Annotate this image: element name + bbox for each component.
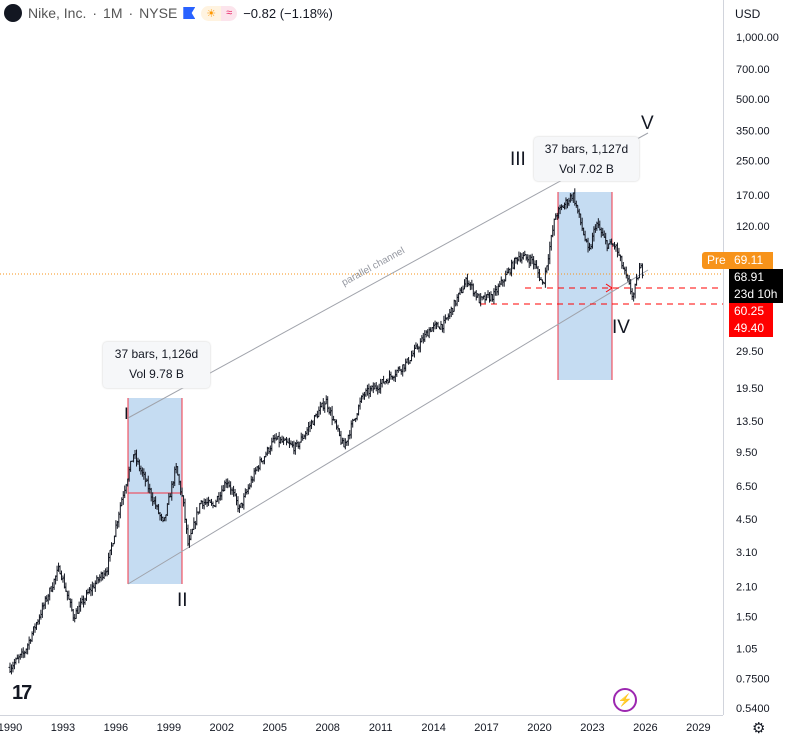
bar-countdown: 23d 10h: [729, 286, 783, 303]
exchange: NYSE: [139, 5, 178, 21]
time-tick-label: 2005: [263, 722, 287, 734]
wave-label-3: III: [510, 149, 526, 170]
range-label-1: 37 bars, 1,126d Vol 9.78 B: [103, 342, 210, 388]
channel-lower-line: [127, 269, 649, 585]
price-tick-label: 4.50: [736, 514, 757, 526]
interval[interactable]: 1M: [103, 5, 123, 21]
time-tick-label: 2020: [527, 722, 551, 734]
range-label-2: 37 bars, 1,127d Vol 7.02 B: [534, 137, 639, 181]
tradingview-logo[interactable]: 17: [12, 682, 32, 704]
price-tick-label: 0.5400: [736, 703, 770, 715]
price-change: −0.82 (−1.18%): [243, 5, 333, 21]
price-tick-label: 6.50: [736, 481, 757, 493]
price-tick-label: 120.00: [736, 221, 770, 233]
price-tick-label: 170.00: [736, 190, 770, 202]
range2-bars: 37 bars, 1,127d: [544, 142, 629, 156]
wave-icon: ≈: [221, 5, 238, 21]
time-tick-label: 2002: [210, 722, 234, 734]
price-tick-label: 350.00: [736, 126, 770, 138]
last-price: 68.91: [729, 269, 783, 286]
wave-label-5: V: [641, 113, 654, 134]
price-axis-border: [723, 0, 724, 715]
level-60-tag: 60.25: [729, 303, 773, 320]
time-tick-label: 2023: [580, 722, 604, 734]
range1-volume: Vol 9.78 B: [129, 367, 184, 381]
currency-selector[interactable]: USD: [735, 7, 761, 21]
time-tick-label: 2011: [369, 722, 393, 734]
price-tick-label: 1.50: [736, 612, 757, 624]
wave-label-4: IV: [612, 317, 630, 338]
assistant-icon[interactable]: ⚡: [613, 688, 637, 712]
settings-icon[interactable]: ⚙: [752, 720, 766, 737]
time-tick-label: 2029: [686, 722, 710, 734]
pre-market-price: 69.11: [729, 252, 773, 269]
time-tick-label: 2008: [315, 722, 339, 734]
time-tick-label: 2026: [633, 722, 657, 734]
price-tick-label: 2.10: [736, 582, 757, 594]
time-tick-label: 1990: [0, 722, 22, 734]
range2-volume: Vol 7.02 B: [559, 162, 614, 176]
price-tick-label: 250.00: [736, 156, 770, 168]
time-tick-label: 1996: [104, 722, 128, 734]
measure-range-1: [128, 398, 182, 584]
market-status-pill[interactable]: ☀ ≈: [201, 5, 238, 21]
sun-icon: ☀: [201, 5, 222, 21]
price-tick-label: 19.50: [736, 383, 764, 395]
price-tick-label: 29.50: [736, 346, 764, 358]
time-tick-label: 1999: [157, 722, 181, 734]
range1-bars: 37 bars, 1,126d: [114, 347, 199, 361]
price-tick-label: 1,000.00: [736, 32, 779, 44]
price-tick-label: 9.50: [736, 447, 757, 459]
symbol-header: Nike, Inc. · 1M · NYSE ☀ ≈ −0.82 (−1.18%): [4, 4, 333, 22]
price-tick-label: 0.7500: [736, 674, 770, 686]
price-tick-label: 500.00: [736, 94, 770, 106]
time-tick-label: 1993: [51, 722, 75, 734]
wave-label-2: II: [177, 590, 188, 611]
price-tick-label: 13.50: [736, 416, 764, 428]
level-49-tag: 49.40: [729, 320, 773, 337]
price-tick-label: 3.10: [736, 547, 757, 559]
price-tick-label: 700.00: [736, 64, 770, 76]
nike-logo-icon: [4, 4, 22, 22]
time-tick-label: 2014: [421, 722, 445, 734]
time-tick-label: 2017: [474, 722, 498, 734]
time-axis-border: [0, 715, 723, 716]
pre-market-label: Pre: [702, 252, 729, 269]
price-tick-label: 1.05: [736, 644, 757, 656]
arrow-head-icon: [605, 283, 613, 293]
measure-range-2: [558, 192, 612, 380]
flag-icon[interactable]: [183, 7, 196, 19]
symbol-name[interactable]: Nike, Inc.: [28, 5, 87, 21]
wave-label-1: I: [124, 404, 129, 423]
